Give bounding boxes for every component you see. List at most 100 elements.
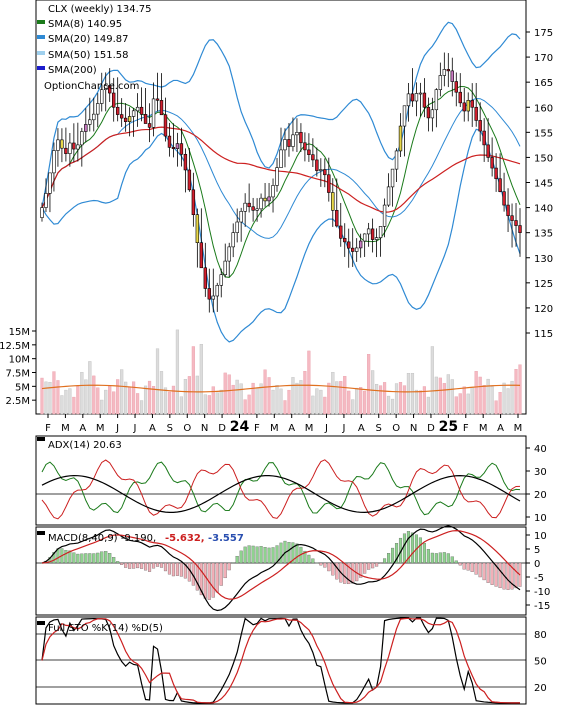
price-axis: 175 170 165 160 155 150 145 140 135 130 125 120 115 [526, 28, 553, 340]
macd-hist-bar [144, 562, 148, 571]
volume-bar [343, 376, 347, 415]
candle-body [56, 139, 60, 151]
price-tick-label: 125 [534, 279, 553, 290]
macd-hist-bar [175, 562, 179, 576]
candle-body [271, 185, 275, 198]
macd-hist-bar [394, 543, 399, 564]
macd-signal [41, 529, 521, 600]
volume-bar [120, 369, 124, 415]
volume-bar [486, 378, 490, 415]
candle-body [370, 228, 375, 240]
volume-axis: 15M 12.5M 10M 7.5M 5M 2.5M [0, 327, 36, 407]
volume-bar [375, 383, 379, 415]
macd-hist-bar [335, 562, 339, 580]
macd-hist-bar [478, 562, 482, 578]
volume-bar [351, 399, 355, 415]
macd-hist-bar [167, 562, 172, 575]
candle-body [68, 142, 72, 154]
volume-bar [155, 348, 160, 415]
candle-body [319, 169, 323, 171]
volume-tick-label: 5M [15, 382, 30, 393]
candle-body [327, 174, 331, 193]
macd-hist-bar [227, 562, 231, 571]
sto-panel [35, 616, 527, 705]
candle-body [259, 197, 263, 210]
volume-bar [175, 329, 180, 415]
volume-bar [88, 361, 92, 415]
sma50-line [41, 126, 521, 213]
volume-bar [287, 389, 291, 415]
macd-hist-bar [108, 553, 112, 564]
macd-hist-bar [454, 560, 458, 564]
macd-hist-bar [470, 562, 474, 572]
volume-bar [223, 372, 227, 415]
month-tick-label: F [45, 423, 51, 434]
candle-body [203, 267, 208, 289]
macd-hist-bar [446, 553, 450, 564]
macd-hist-bar [136, 562, 140, 569]
candle-body [514, 220, 518, 226]
candle-body [406, 93, 411, 107]
candle-body [410, 93, 415, 102]
volume-bar [510, 380, 514, 415]
candle-body [482, 130, 486, 146]
volume-bar [331, 372, 335, 415]
volume-bar [414, 389, 419, 415]
volume-bar [478, 376, 482, 415]
candle-body [199, 242, 204, 269]
volume-bar [275, 385, 279, 415]
candle-body [287, 139, 291, 147]
candle-body [108, 85, 112, 94]
macd-hist-bar [263, 547, 267, 564]
macd-label: MACD(8,40,9) -9.190, [48, 533, 156, 544]
volume-bar [104, 389, 108, 415]
volume-bar [371, 370, 375, 415]
macd-hist-bar [319, 562, 323, 566]
macd-hist-bar [239, 550, 243, 564]
macd-hist-bar [367, 562, 371, 570]
volume-bar [430, 346, 434, 415]
volume-bar [446, 374, 450, 415]
macd-hist-bar [72, 552, 76, 564]
volume-bar [239, 383, 243, 415]
volume-bar [398, 381, 403, 415]
macd-hist-bar [76, 553, 80, 564]
volume-bar [263, 369, 267, 415]
macd-hist-bar [295, 543, 299, 564]
month-tick-label: M [61, 423, 70, 434]
volume-bar [167, 391, 172, 415]
volume-tick-label: 7.5M [5, 369, 30, 380]
macd-hist-bar [100, 551, 104, 564]
macd-hist-bar [179, 562, 183, 577]
volume-bar [442, 383, 446, 415]
macd-hist-bar [267, 547, 271, 564]
macd-hist-bar [199, 562, 203, 596]
candle-body [343, 238, 347, 243]
volume-bar [394, 383, 399, 415]
candle-body [458, 91, 462, 104]
macd-hist-bar [327, 562, 331, 572]
macd-hist-bar [151, 562, 156, 569]
adx-line [41, 475, 521, 513]
macd-hist-bar [128, 562, 132, 569]
adx-swatch [37, 437, 45, 441]
macd-hist-bar [514, 562, 518, 589]
month-tick-label: D [218, 423, 226, 434]
volume-bar [191, 346, 195, 415]
volume-bar [359, 387, 363, 415]
volume-bar [163, 387, 168, 415]
volume-bar [56, 380, 60, 415]
macd-hist-bar [203, 562, 207, 599]
month-tick-label: D [427, 423, 435, 434]
candle-body [179, 143, 184, 155]
volume-bar [60, 395, 64, 415]
legend-sma200: SMA(200) [48, 65, 97, 76]
volume-bar [299, 380, 303, 415]
month-tick-label: M [514, 423, 523, 434]
macd-hist-bar [426, 549, 430, 564]
macd-hist-bar [311, 558, 315, 564]
candle-body [426, 106, 431, 119]
volume-bar [422, 386, 426, 415]
candle-body [243, 202, 247, 212]
candle-body [60, 139, 64, 149]
